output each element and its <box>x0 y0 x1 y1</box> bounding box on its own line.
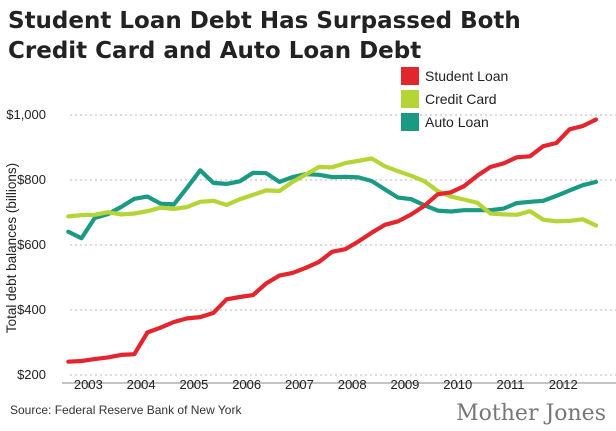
source-note: Source: Federal Reserve Bank of New York <box>10 403 242 417</box>
x-tick-label: 2003 <box>74 377 103 392</box>
series-lines <box>66 117 599 364</box>
y-axis-ticks: $200 $400 $600 $800 $1,000 <box>6 107 46 382</box>
legend: Student Loan Credit Card Auto Loan <box>401 67 508 131</box>
y-tick-label: $800 <box>17 172 46 187</box>
brand-logo: Mother Jones <box>456 401 606 426</box>
series-line-credit-card <box>66 156 599 228</box>
legend-swatch-auto-loan <box>401 113 419 131</box>
y-tick-label: $600 <box>17 237 46 252</box>
gridlines <box>70 114 616 376</box>
y-tick-label: $1,000 <box>6 107 46 122</box>
x-tick-label: 2006 <box>232 377 261 392</box>
y-tick-label: $200 <box>17 367 46 382</box>
legend-label-student-loan: Student Loan <box>425 68 508 84</box>
legend-swatch-student-loan <box>401 67 419 85</box>
x-tick-label: 2007 <box>285 377 314 392</box>
legend-swatch-credit-card <box>401 90 419 108</box>
x-tick-label: 2005 <box>179 377 208 392</box>
series-line-auto-loan <box>66 168 599 241</box>
x-tick-label: 2004 <box>127 377 156 392</box>
series-line-student-loan <box>66 117 599 364</box>
chart-title-line-1: Student Loan Debt Has Surpassed Both <box>8 8 521 34</box>
x-tick-label: 2012 <box>549 377 578 392</box>
legend-label-credit-card: Credit Card <box>425 91 497 107</box>
x-tick-label: 2009 <box>390 377 419 392</box>
y-tick-label: $400 <box>17 302 46 317</box>
legend-label-auto-loan: Auto Loan <box>425 114 489 130</box>
x-tick-label: 2010 <box>443 377 472 392</box>
chart-title-line-2: Credit Card and Auto Loan Debt <box>8 38 421 64</box>
x-axis-ticks: 2003 2004 2005 2006 2007 2008 2009 2010 2011 2012 <box>74 377 578 392</box>
x-tick-label: 2008 <box>338 377 367 392</box>
x-tick-label: 2011 <box>496 377 524 392</box>
y-axis-label: Total debt balances (billions) <box>4 163 19 333</box>
